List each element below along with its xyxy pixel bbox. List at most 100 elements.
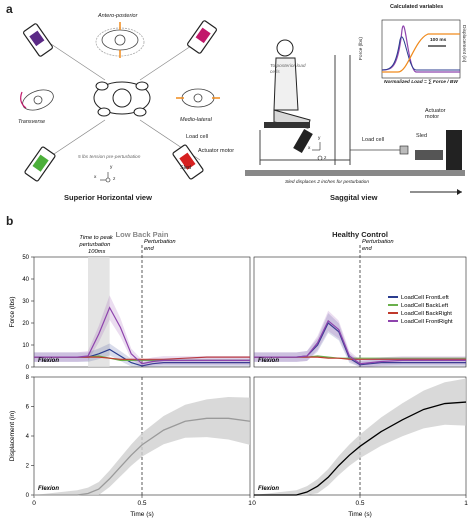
inset-ylabel-right: Displacement (in) <box>461 25 466 63</box>
saggital-axes-icon <box>312 142 323 161</box>
superior-view-caption: Superior Horizontal view <box>64 193 152 202</box>
medio-lateral-label: Medio-lateral <box>180 117 212 123</box>
chart-title: Healthy Control <box>332 230 388 239</box>
series-line-loadcell-frontright <box>34 306 250 365</box>
flexion-label: Flexion <box>258 358 279 364</box>
x-axis-label: Time (s) <box>130 511 154 518</box>
y-tick-label: 20 <box>22 321 29 327</box>
inset-formula: Normalized Load = ∑ Force / BW <box>384 80 458 85</box>
legend-label: LoadCell BackRight <box>401 311 452 317</box>
saggital-axis-z: z <box>324 156 327 161</box>
x-tick-label: 0 <box>32 500 36 507</box>
x-tick-label: 1 <box>248 500 252 507</box>
inset-title: Calculated variables <box>390 4 444 10</box>
axes-icon <box>100 172 111 183</box>
inset-ylabel-left: Force (lbs) <box>359 37 364 60</box>
time-to-peak-label: 100ms <box>88 249 106 255</box>
perturbation-end-label: end <box>362 246 372 252</box>
y-tick-label: 0 <box>26 365 30 371</box>
series-band <box>34 343 250 367</box>
y-tick-label: 6 <box>26 405 30 411</box>
transverse-figure <box>22 89 54 111</box>
panel-a-label: a <box>6 2 13 16</box>
seated-subject <box>273 39 311 129</box>
y-tick-label: 4 <box>26 434 30 440</box>
inset-orange-line <box>382 33 460 73</box>
series-band <box>254 310 466 367</box>
shin-strap <box>293 128 313 154</box>
superior-view-diagram <box>20 20 220 183</box>
flexion-label: Flexion <box>38 486 59 492</box>
displacement-band <box>34 397 250 495</box>
series-line-displacement <box>34 417 251 496</box>
to-posterior-label: To posterior load cells <box>270 64 306 75</box>
legend-label: LoadCell BackLeft <box>401 303 448 309</box>
antero-posterior-label: Antero-posterior <box>98 13 138 19</box>
legend-label: LoadCell FrontRight <box>401 319 453 325</box>
axis-z-label: z <box>113 177 116 182</box>
frame <box>259 55 351 165</box>
medio-lateral-figure <box>181 88 215 108</box>
perturbation-end-label: Perturbation <box>144 239 176 245</box>
sled-displaces-label: Sled displaces 2 inches for perturbation <box>285 180 369 185</box>
saggital-sled-label: Sled <box>416 133 428 139</box>
actuator-block <box>446 130 462 170</box>
x-tick-label: 0 <box>252 500 256 507</box>
displacement-band <box>254 378 466 495</box>
flexion-label: Flexion <box>38 358 59 364</box>
x-tick-label: 0.5 <box>137 500 146 507</box>
actuator-motor-label: Actuator motor <box>198 148 235 154</box>
saggital-axis-y: y <box>318 136 321 141</box>
transverse-label: Transverse <box>18 119 46 125</box>
load-cell-bottom-right <box>172 144 204 180</box>
axis-y-label: y <box>110 165 113 170</box>
series-line-loadcell-frontright <box>254 319 466 365</box>
y-axis-label: Force (lbs) <box>9 296 16 327</box>
platform-base <box>245 170 465 176</box>
saggital-axis-x: x <box>308 146 311 151</box>
y-tick-label: 8 <box>26 375 30 381</box>
load-cell-box <box>399 145 409 155</box>
flexion-label: Flexion <box>258 486 279 492</box>
y-tick-label: 30 <box>22 299 29 305</box>
perturbation-end-label: end <box>144 246 154 252</box>
x-tick-label: 0.5 <box>355 500 364 507</box>
rotation-arrow-icon <box>20 91 27 109</box>
inset-chart <box>381 19 461 79</box>
legend-label: LoadCell FrontLeft <box>401 295 449 301</box>
saggital-actuator-label: Actuator motor <box>425 108 446 120</box>
y-tick-label: 0 <box>26 493 30 499</box>
chart-title: Low Back Pain <box>116 230 169 239</box>
series-band <box>254 313 466 367</box>
axis-x-label: x <box>94 175 97 180</box>
load-cell-top-left <box>23 23 53 57</box>
y-tick-label: 10 <box>22 343 29 349</box>
x-axis-label: Time (s) <box>348 511 372 518</box>
saggital-load-cell-label: Load cell <box>362 137 385 143</box>
y-axis-label: Displacement (in) <box>9 411 16 462</box>
saggital-view-caption: Saggital view <box>330 193 378 202</box>
inset-blue-line <box>381 36 460 71</box>
subject-top-view <box>93 81 151 117</box>
series-line-displacement <box>254 401 467 496</box>
time-to-peak-shade <box>88 257 110 367</box>
load-cell-top-right <box>187 20 217 54</box>
x-tick-label: 1 <box>464 500 468 507</box>
tension-lines <box>44 39 201 161</box>
y-tick-label: 40 <box>22 277 29 283</box>
y-tick-label: 2 <box>26 464 30 470</box>
y-tick-label: 50 <box>22 255 29 261</box>
sled-label: Sled <box>180 165 192 171</box>
saggital-view-diagram <box>245 39 465 195</box>
perturbation-end-label: Perturbation <box>362 239 394 245</box>
time-to-peak-label: perturbation <box>78 242 110 248</box>
panel-b-label: b <box>6 214 14 228</box>
tension-label: 5 lbs tension pre-perturbation <box>78 155 141 160</box>
time-to-peak-label: Time to peak <box>79 235 114 241</box>
load-cell-bottom-left <box>24 146 56 182</box>
seat <box>264 122 310 128</box>
load-cell-label: Load cell <box>186 134 209 140</box>
sled-block <box>415 150 443 160</box>
inset-scale-label: 100 ms <box>430 38 447 43</box>
